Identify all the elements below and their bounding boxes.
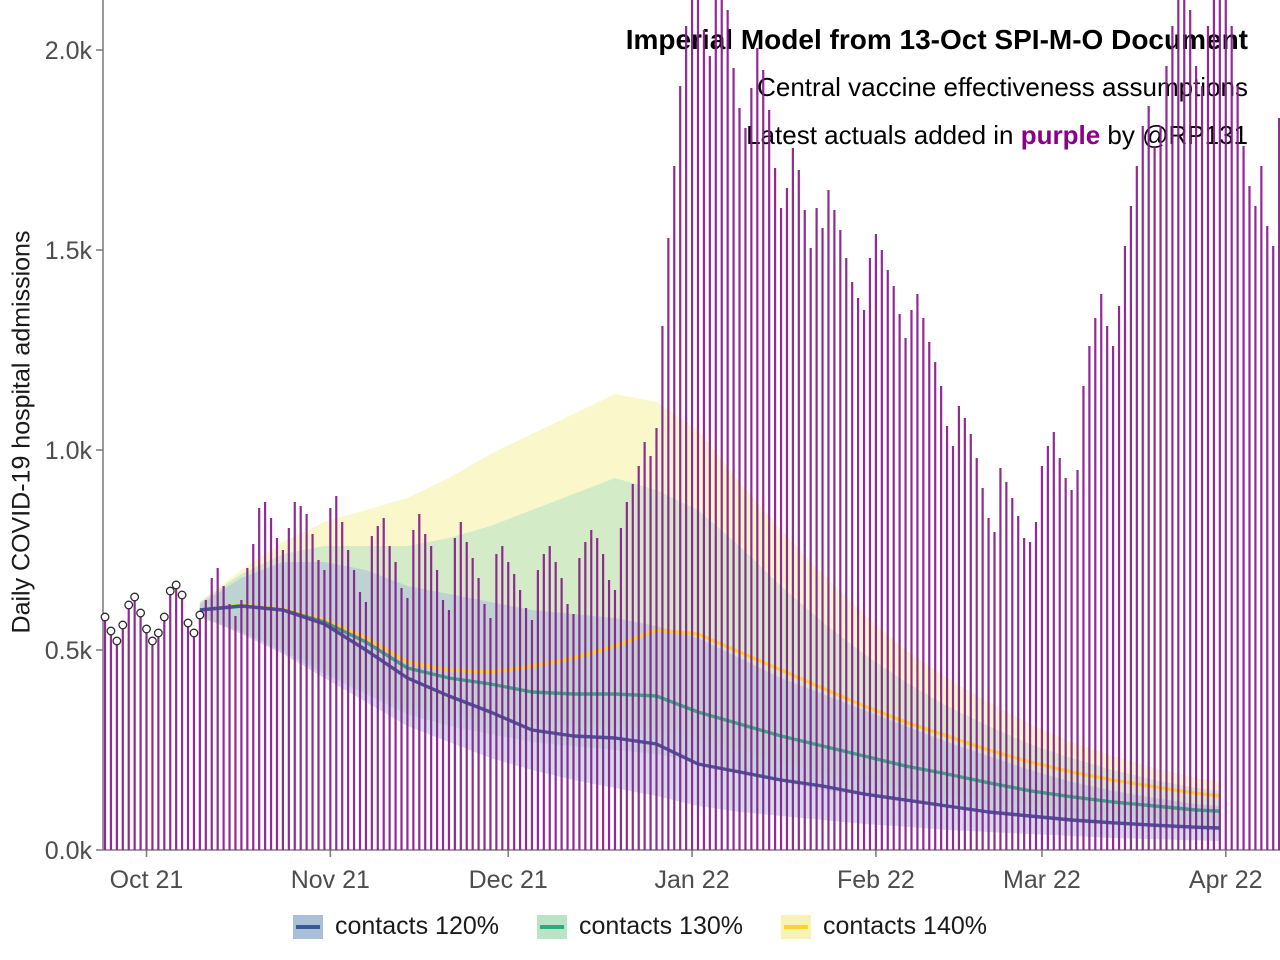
- y-tick-label: 0.5k: [45, 637, 93, 665]
- x-tick-label: Nov 21: [291, 866, 370, 894]
- y-tick-label: 1.5k: [45, 237, 93, 265]
- legend-label: contacts 140%: [823, 912, 987, 940]
- chart-note-prefix: Latest actuals added in: [746, 120, 1021, 150]
- x-tick-label: Jan 22: [655, 866, 730, 894]
- legend-item-contacts-130: contacts 130%: [537, 912, 743, 941]
- legend-swatch-blue: [293, 914, 323, 939]
- known-data-point: [153, 628, 163, 638]
- legend-swatch-blue-line: [296, 924, 320, 929]
- legend-label: contacts 130%: [579, 912, 743, 940]
- legend-swatch-green: [537, 914, 567, 939]
- legend-swatch-yellow-line: [784, 924, 808, 929]
- known-data-point: [147, 636, 157, 646]
- legend-swatch-green-line: [540, 924, 564, 929]
- legend-item-contacts-140: contacts 140%: [781, 912, 987, 941]
- legend-label: contacts 120%: [335, 912, 499, 940]
- actuals-bars: [103, 0, 1280, 850]
- known-data-point: [189, 628, 199, 638]
- chart-title: Imperial Model from 13-Oct SPI-M-O Docum…: [625, 24, 1248, 55]
- x-tick-label: Mar 22: [1003, 866, 1081, 894]
- y-tick-label: 1.0k: [45, 437, 93, 465]
- known-data-point: [159, 612, 169, 622]
- x-tick-label: Oct 21: [110, 866, 184, 894]
- legend: contacts 120% contacts 130% contacts 140…: [0, 912, 1280, 941]
- known-data-point: [100, 612, 110, 622]
- chart-note-highlight: purple: [1020, 120, 1101, 150]
- known-data-point: [183, 618, 193, 628]
- known-data-point: [136, 608, 146, 618]
- known-data-point: [177, 590, 187, 600]
- y-tick-label: 0.0k: [45, 837, 93, 865]
- known-data-point: [124, 600, 134, 610]
- known-data-point: [130, 592, 140, 602]
- x-tick-label: Dec 21: [469, 866, 548, 894]
- known-data-point: [165, 586, 175, 596]
- known-data-point: [195, 610, 205, 620]
- known-data-point: [118, 620, 128, 630]
- data-layer: [100, 0, 1280, 850]
- known-data-markers: [100, 580, 205, 646]
- legend-swatch-yellow: [781, 914, 811, 939]
- known-data-point: [171, 580, 181, 590]
- y-tick-label: 2.0k: [45, 37, 93, 65]
- x-tick-label: Feb 22: [837, 866, 915, 894]
- known-data-point: [112, 636, 122, 646]
- known-data-point: [142, 624, 151, 634]
- legend-item-contacts-120: contacts 120%: [293, 912, 499, 941]
- x-tick-label: Apr 22: [1189, 866, 1263, 894]
- known-data-point: [106, 626, 116, 636]
